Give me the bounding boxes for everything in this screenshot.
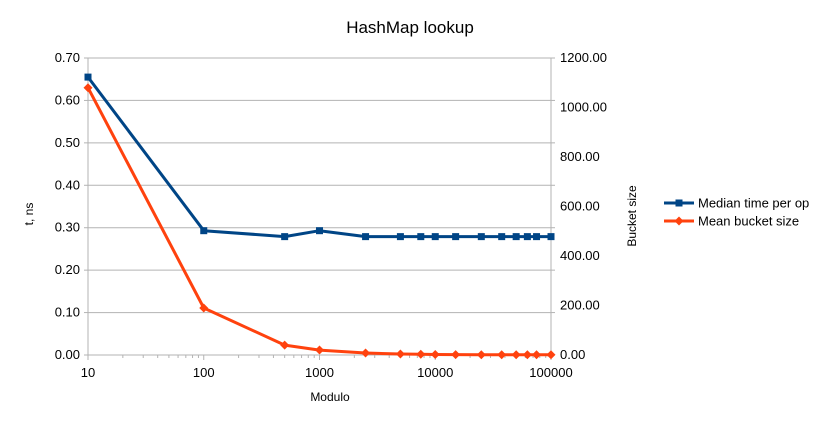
axes [84, 57, 555, 360]
series-line [86, 87, 551, 357]
y2-tick-label: 1200.00 [560, 50, 607, 65]
data-point [396, 233, 404, 241]
series-line [86, 76, 551, 239]
data-point [199, 303, 209, 313]
data-point [477, 233, 485, 241]
legend-item: Mean bucket size [664, 214, 799, 229]
y-tick-label: 0.10 [55, 305, 80, 320]
legend-label: Median time per op [698, 196, 809, 211]
x-tick-label: 10000 [417, 365, 453, 380]
y-tick-label: 0.70 [55, 50, 80, 65]
data-point [452, 233, 460, 241]
tick-labels: 0.00 0.10 0.20 0.30 0.40 0.50 0.60 0.70 0.00 200.… [55, 50, 607, 380]
y-tick-label: 0.30 [55, 220, 80, 235]
x-tick-label: 1000 [305, 365, 334, 380]
data-point [395, 349, 405, 359]
series [83, 73, 556, 360]
data-point [281, 233, 289, 241]
series-1 [84, 73, 555, 241]
chart-title: HashMap lookup [346, 18, 474, 37]
y2-axis-title: Bucket size [625, 185, 639, 247]
data-point [316, 227, 323, 235]
data-point [523, 233, 531, 241]
legend-label: Mean bucket size [698, 214, 799, 229]
y2-tick-label: 600.00 [560, 199, 600, 214]
data-point [200, 227, 208, 235]
y-axis-title: t, ns [22, 203, 36, 226]
data-point [84, 73, 92, 81]
data-point [512, 233, 520, 241]
data-point [451, 350, 461, 360]
grid [88, 57, 551, 356]
y2-tick-label: 0.00 [560, 347, 585, 362]
y-tick-label: 0.50 [55, 135, 80, 150]
data-point [498, 233, 506, 241]
legend-marker [674, 216, 684, 226]
data-point [533, 233, 541, 241]
data-point [511, 350, 521, 360]
y2-tick-label: 200.00 [560, 298, 600, 313]
data-point [416, 349, 426, 359]
legend: Median time per op Mean bucket size [664, 196, 809, 229]
data-point [361, 348, 371, 358]
data-point [417, 233, 425, 241]
y-tick-label: 0.00 [55, 347, 80, 362]
series-2 [83, 83, 556, 360]
x-tick-label: 100000 [529, 365, 572, 380]
data-point [522, 350, 532, 360]
data-point [431, 233, 439, 241]
y-tick-label: 0.60 [55, 92, 80, 107]
data-point [362, 233, 370, 241]
data-point [546, 350, 556, 360]
x-tick-label: 10 [81, 365, 95, 380]
y-tick-label: 0.20 [55, 262, 80, 277]
data-point [547, 233, 555, 241]
y2-tick-label: 400.00 [560, 248, 600, 263]
data-point [280, 340, 290, 350]
legend-item: Median time per op [664, 196, 809, 211]
y-tick-label: 0.40 [55, 177, 80, 192]
data-point [497, 350, 507, 360]
legend-marker [675, 199, 683, 207]
data-point [83, 83, 93, 93]
y2-tick-label: 1000.00 [560, 100, 607, 115]
data-point [315, 345, 324, 355]
data-point [430, 350, 440, 360]
data-point [532, 350, 542, 360]
y2-tick-label: 800.00 [560, 149, 600, 164]
x-tick-label: 100 [193, 365, 215, 380]
data-point [476, 350, 486, 360]
x-axis-title: Modulo [310, 390, 350, 404]
